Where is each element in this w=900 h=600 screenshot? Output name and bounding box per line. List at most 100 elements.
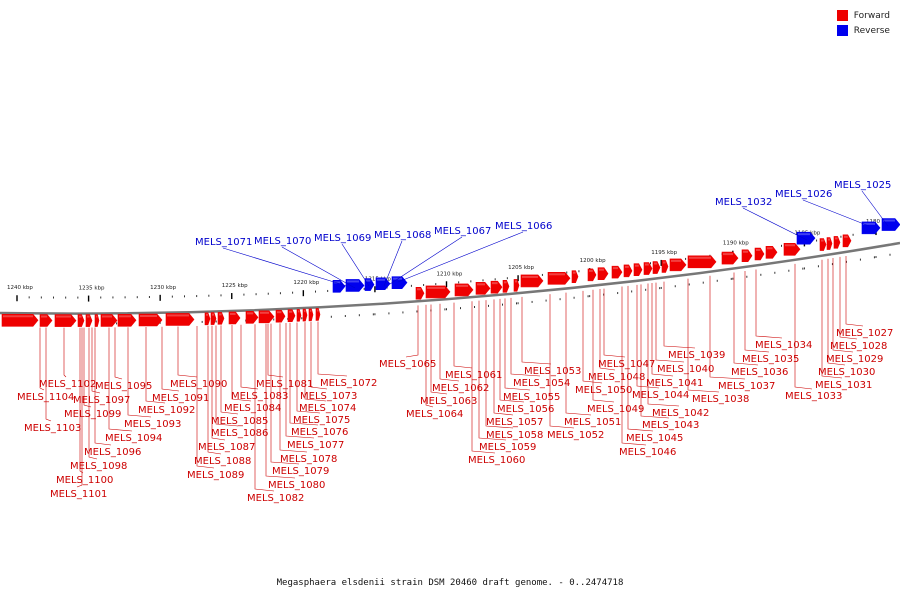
forward-gene-label: MELS_1073	[300, 391, 357, 402]
forward-leader-line	[832, 257, 854, 353]
forward-leader-line	[687, 278, 720, 393]
scale-tick-label: 1240 kbp	[7, 285, 33, 291]
forward-gene-block-sheen	[167, 314, 189, 317]
forward-leader-line	[493, 299, 514, 416]
forward-gene-label: MELS_1029	[826, 354, 883, 365]
forward-gene-block-sheen	[79, 315, 82, 318]
forward-leader-line	[296, 322, 321, 414]
forward-gene-label: MELS_1082	[247, 493, 304, 504]
forward-gene-label: MELS_1086	[211, 428, 268, 439]
forward-gene-block-sheen	[41, 315, 48, 318]
forward-leader-line	[270, 323, 300, 465]
forward-gene-block-sheen	[427, 286, 445, 289]
forward-gene-block-sheen	[456, 284, 468, 287]
forward-leader-line	[709, 275, 746, 380]
forward-gene-block-sheen	[3, 315, 33, 318]
genome-backbone	[0, 241, 900, 315]
reverse-gene-block-sheen	[798, 233, 810, 236]
forward-gene-block-sheen	[635, 264, 639, 267]
forward-leader-line	[211, 325, 226, 441]
forward-gene-block-sheen	[515, 280, 517, 283]
forward-gene-block	[819, 238, 827, 251]
reverse-gene-label: MELS_1068	[374, 230, 431, 241]
forward-gene-block-sheen	[119, 315, 131, 318]
reverse-gene-block-sheen	[366, 279, 371, 282]
forward-leader-line	[744, 271, 770, 353]
forward-gene-block-sheen	[504, 281, 507, 284]
legend-item-reverse: Reverse	[836, 23, 890, 38]
reverse-leader-line	[802, 199, 870, 227]
forward-gene-label: MELS_1091	[152, 393, 209, 404]
forward-gene-block-sheen	[549, 273, 565, 276]
forward-leader-line	[94, 327, 112, 446]
forward-leader-line	[207, 325, 222, 455]
forward-gene-label: MELS_1083	[231, 391, 288, 402]
forward-leader-line	[651, 283, 674, 377]
forward-gene-label: MELS_1034	[755, 340, 812, 351]
gene-labels: MELS_1071 MELS_1070 MELS_1069 MELS_1068 MELS…	[17, 180, 893, 504]
forward-gene-label: MELS_1100	[56, 475, 113, 486]
forward-gene-block	[611, 265, 623, 279]
forward-gene-block	[513, 279, 520, 292]
forward-gene-block	[94, 314, 100, 327]
reverse-gene-label: MELS_1025	[834, 180, 891, 191]
scale-tick-label: 1230 kbp	[150, 285, 176, 291]
forward-gene-label: MELS_1049	[587, 404, 644, 415]
forward-gene-block-sheen	[689, 256, 711, 259]
forward-gene-block	[623, 264, 633, 278]
forward-gene-block-sheen	[589, 269, 593, 272]
forward-gene-block-sheen	[289, 310, 293, 313]
reverse-gene-block	[345, 279, 365, 292]
forward-gene-block-sheen	[260, 311, 269, 314]
forward-gene-label: MELS_1081	[256, 379, 313, 390]
forward-gene-label: MELS_1030	[818, 367, 875, 378]
forward-gene-label: MELS_1040	[657, 364, 714, 375]
forward-gene-block-sheen	[844, 235, 848, 238]
forward-leader-line	[471, 301, 496, 454]
forward-leader-line	[76, 327, 83, 488]
forward-gene-label: MELS_1045	[626, 433, 683, 444]
forward-leader-line	[549, 294, 575, 429]
scale-tick-label: 1205 kbp	[508, 265, 534, 271]
forward-gene-block	[652, 261, 661, 274]
forward-gene-blocks	[1, 234, 852, 327]
forward-gene-block	[741, 249, 753, 263]
forward-gene-label: MELS_1103	[24, 423, 81, 434]
forward-gene-label: MELS_1098	[70, 461, 127, 472]
forward-gene-label: MELS_1099	[64, 409, 121, 420]
legend-label-reverse: Reverse	[853, 25, 890, 36]
forward-gene-block-sheen	[723, 253, 733, 256]
reverse-leader-line	[861, 190, 889, 227]
forward-gene-block	[597, 267, 609, 280]
forward-gene-label: MELS_1089	[187, 470, 244, 481]
forward-gene-block	[138, 313, 163, 327]
forward-gene-block	[54, 314, 77, 327]
forward-gene-block	[245, 311, 259, 324]
forward-gene-label: MELS_1054	[513, 378, 570, 389]
forward-gene-label: MELS_1044	[632, 390, 689, 401]
forward-gene-label: MELS_1058	[486, 430, 543, 441]
reverse-gene-block-sheen	[393, 277, 402, 280]
forward-gene-label: MELS_1090	[170, 379, 227, 390]
forward-leader-line	[504, 298, 531, 391]
forward-gene-block	[754, 247, 765, 261]
forward-gene-block-sheen	[767, 247, 773, 250]
forward-leader-line	[177, 326, 198, 378]
forward-gene-block-sheen	[317, 309, 319, 312]
forward-gene-block-sheen	[671, 259, 681, 262]
forward-gene-label: MELS_1080	[268, 480, 325, 491]
forward-gene-block	[217, 312, 225, 325]
forward-gene-label: MELS_1088	[194, 456, 251, 467]
forward-leader-line	[240, 324, 259, 390]
forward-leader-line	[794, 263, 813, 390]
forward-gene-block-sheen	[613, 267, 618, 270]
forward-gene-label: MELS_1085	[211, 416, 268, 427]
forward-gene-block	[661, 260, 669, 273]
reverse-swatch	[836, 25, 848, 36]
scale-tick-label: 1220 kbp	[293, 280, 319, 286]
forward-leader-line	[310, 321, 328, 390]
forward-gene-label: MELS_1027	[836, 328, 893, 339]
reverse-leader-line	[341, 243, 370, 287]
forward-leader-line	[640, 284, 670, 419]
forward-gene-label: MELS_1096	[84, 447, 141, 458]
